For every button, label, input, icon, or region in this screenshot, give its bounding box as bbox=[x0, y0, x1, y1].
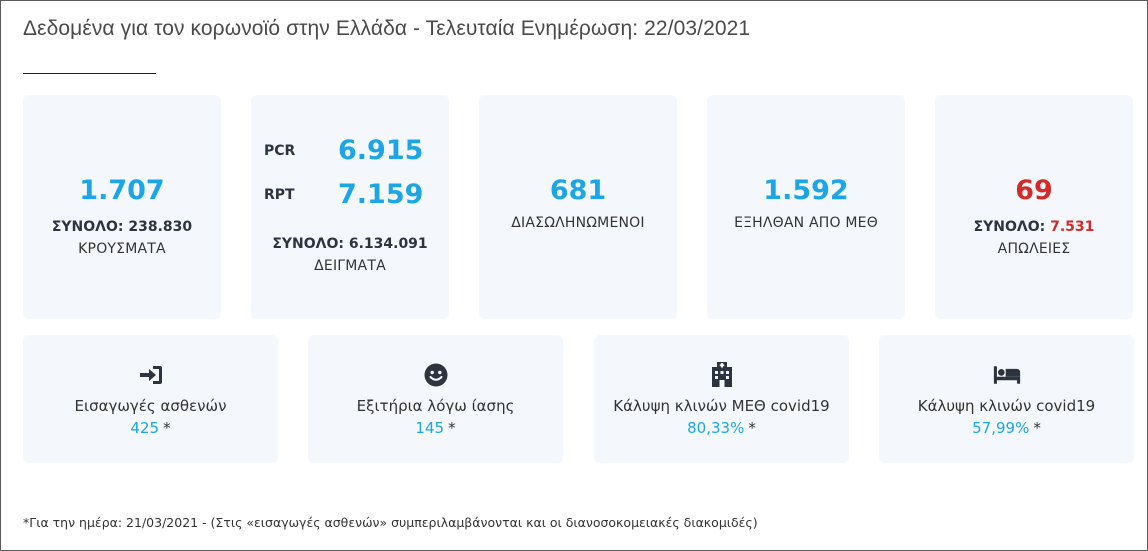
title-underline bbox=[23, 73, 156, 74]
intubated-card: 681 ΔΙΑΣΩΛΗΝΩΜΕΝΟΙ bbox=[479, 95, 677, 319]
discharges-value-row: 145 * bbox=[415, 419, 455, 437]
tests-total: ΣΥΝΟΛΟ: 6.134.091 bbox=[272, 236, 427, 252]
page-title: Δεδομένα για τον κορωνοϊό στην Ελλάδα - … bbox=[23, 17, 751, 40]
cases-caption: ΚΡΟΥΣΜΑΤΑ bbox=[78, 241, 166, 257]
intubated-caption: ΔΙΑΣΩΛΗΝΩΜΕΝΟΙ bbox=[511, 215, 645, 231]
cases-total-value: 238.830 bbox=[128, 219, 193, 235]
icu-exits-caption: ΕΞΗΛΘΑΝ ΑΠΟ ΜΕΘ bbox=[734, 215, 878, 231]
deaths-card: 69 ΣΥΝΟΛΟ: 7.531 ΑΠΩΛΕΙΕΣ bbox=[935, 95, 1133, 319]
smile-icon bbox=[422, 361, 450, 389]
admissions-card: Εισαγωγές ασθενών 425 * bbox=[23, 335, 278, 463]
deaths-total-value: 7.531 bbox=[1050, 219, 1095, 235]
icu-coverage-value: 80,33% bbox=[687, 419, 745, 437]
deaths-caption: ΑΠΩΛΕΙΕΣ bbox=[997, 241, 1071, 257]
tests-footer: ΣΥΝΟΛΟ: 6.134.091 ΔΕΙΓΜΑΤΑ bbox=[251, 236, 449, 274]
admissions-label: Εισαγωγές ασθενών bbox=[74, 397, 227, 415]
admissions-value-row: 425 * bbox=[130, 419, 170, 437]
footnote: *Για την ημέρα: 21/03/2021 - (Στις «εισα… bbox=[23, 515, 758, 530]
pcr-label: PCR bbox=[264, 142, 296, 159]
tests-caption: ΔΕΙΓΜΑΤΑ bbox=[314, 258, 386, 274]
rpt-row: RPT 7.159 bbox=[264, 179, 423, 210]
discharges-star: * bbox=[448, 419, 456, 437]
tests-total-value: 6.134.091 bbox=[348, 236, 428, 252]
icu-coverage-value-row: 80,33% * bbox=[687, 419, 756, 437]
bed-coverage-label: Κάλυψη κλινών covid19 bbox=[917, 397, 1096, 415]
icu-coverage-card: Κάλυψη κλινών ΜΕΘ covid19 80,33% * bbox=[594, 335, 849, 463]
cases-total-prefix: ΣΥΝΟΛΟ: bbox=[51, 219, 129, 235]
discharges-card: Εξιτήρια λόγω ίασης 145 * bbox=[308, 335, 563, 463]
intubated-value: 681 bbox=[549, 175, 607, 206]
admissions-star: * bbox=[163, 419, 171, 437]
sign-in-icon bbox=[137, 361, 165, 389]
deaths-total: ΣΥΝΟΛΟ: 7.531 bbox=[974, 219, 1095, 235]
cases-card: 1.707 ΣΥΝΟΛΟ: 238.830 ΚΡΟΥΣΜΑΤΑ bbox=[23, 95, 221, 319]
discharges-label: Εξιτήρια λόγω ίασης bbox=[356, 397, 515, 415]
icu-exits-card: 1.592 ΕΞΗΛΘΑΝ ΑΠΟ ΜΕΘ bbox=[707, 95, 905, 319]
cases-total: ΣΥΝΟΛΟ: 238.830 bbox=[52, 219, 192, 235]
pcr-value: 6.915 bbox=[338, 135, 424, 166]
icu-coverage-star: * bbox=[748, 419, 756, 437]
tests-card: PCR 6.915 RPT 7.159 ΣΥΝΟΛΟ: 6.134.091 ΔΕ… bbox=[251, 95, 449, 319]
rpt-value: 7.159 bbox=[338, 179, 424, 210]
discharges-value: 145 bbox=[415, 419, 445, 437]
hospital-icon bbox=[708, 361, 736, 389]
icu-exits-value: 1.592 bbox=[763, 175, 849, 206]
cases-value: 1.707 bbox=[79, 175, 165, 206]
bed-coverage-star: * bbox=[1033, 419, 1041, 437]
icu-coverage-label: Κάλυψη κλινών ΜΕΘ covid19 bbox=[613, 397, 830, 415]
deaths-value: 69 bbox=[1015, 175, 1053, 206]
deaths-total-prefix: ΣΥΝΟΛΟ: bbox=[973, 219, 1051, 235]
bed-coverage-value-row: 57,99% * bbox=[972, 419, 1041, 437]
rpt-label: RPT bbox=[264, 186, 295, 203]
tests-total-prefix: ΣΥΝΟΛΟ: bbox=[272, 236, 349, 252]
bed-icon bbox=[993, 361, 1021, 389]
pcr-row: PCR 6.915 bbox=[264, 135, 423, 166]
bed-coverage-value: 57,99% bbox=[972, 419, 1030, 437]
bed-coverage-card: Κάλυψη κλινών covid19 57,99% * bbox=[879, 335, 1134, 463]
admissions-value: 425 bbox=[130, 419, 160, 437]
